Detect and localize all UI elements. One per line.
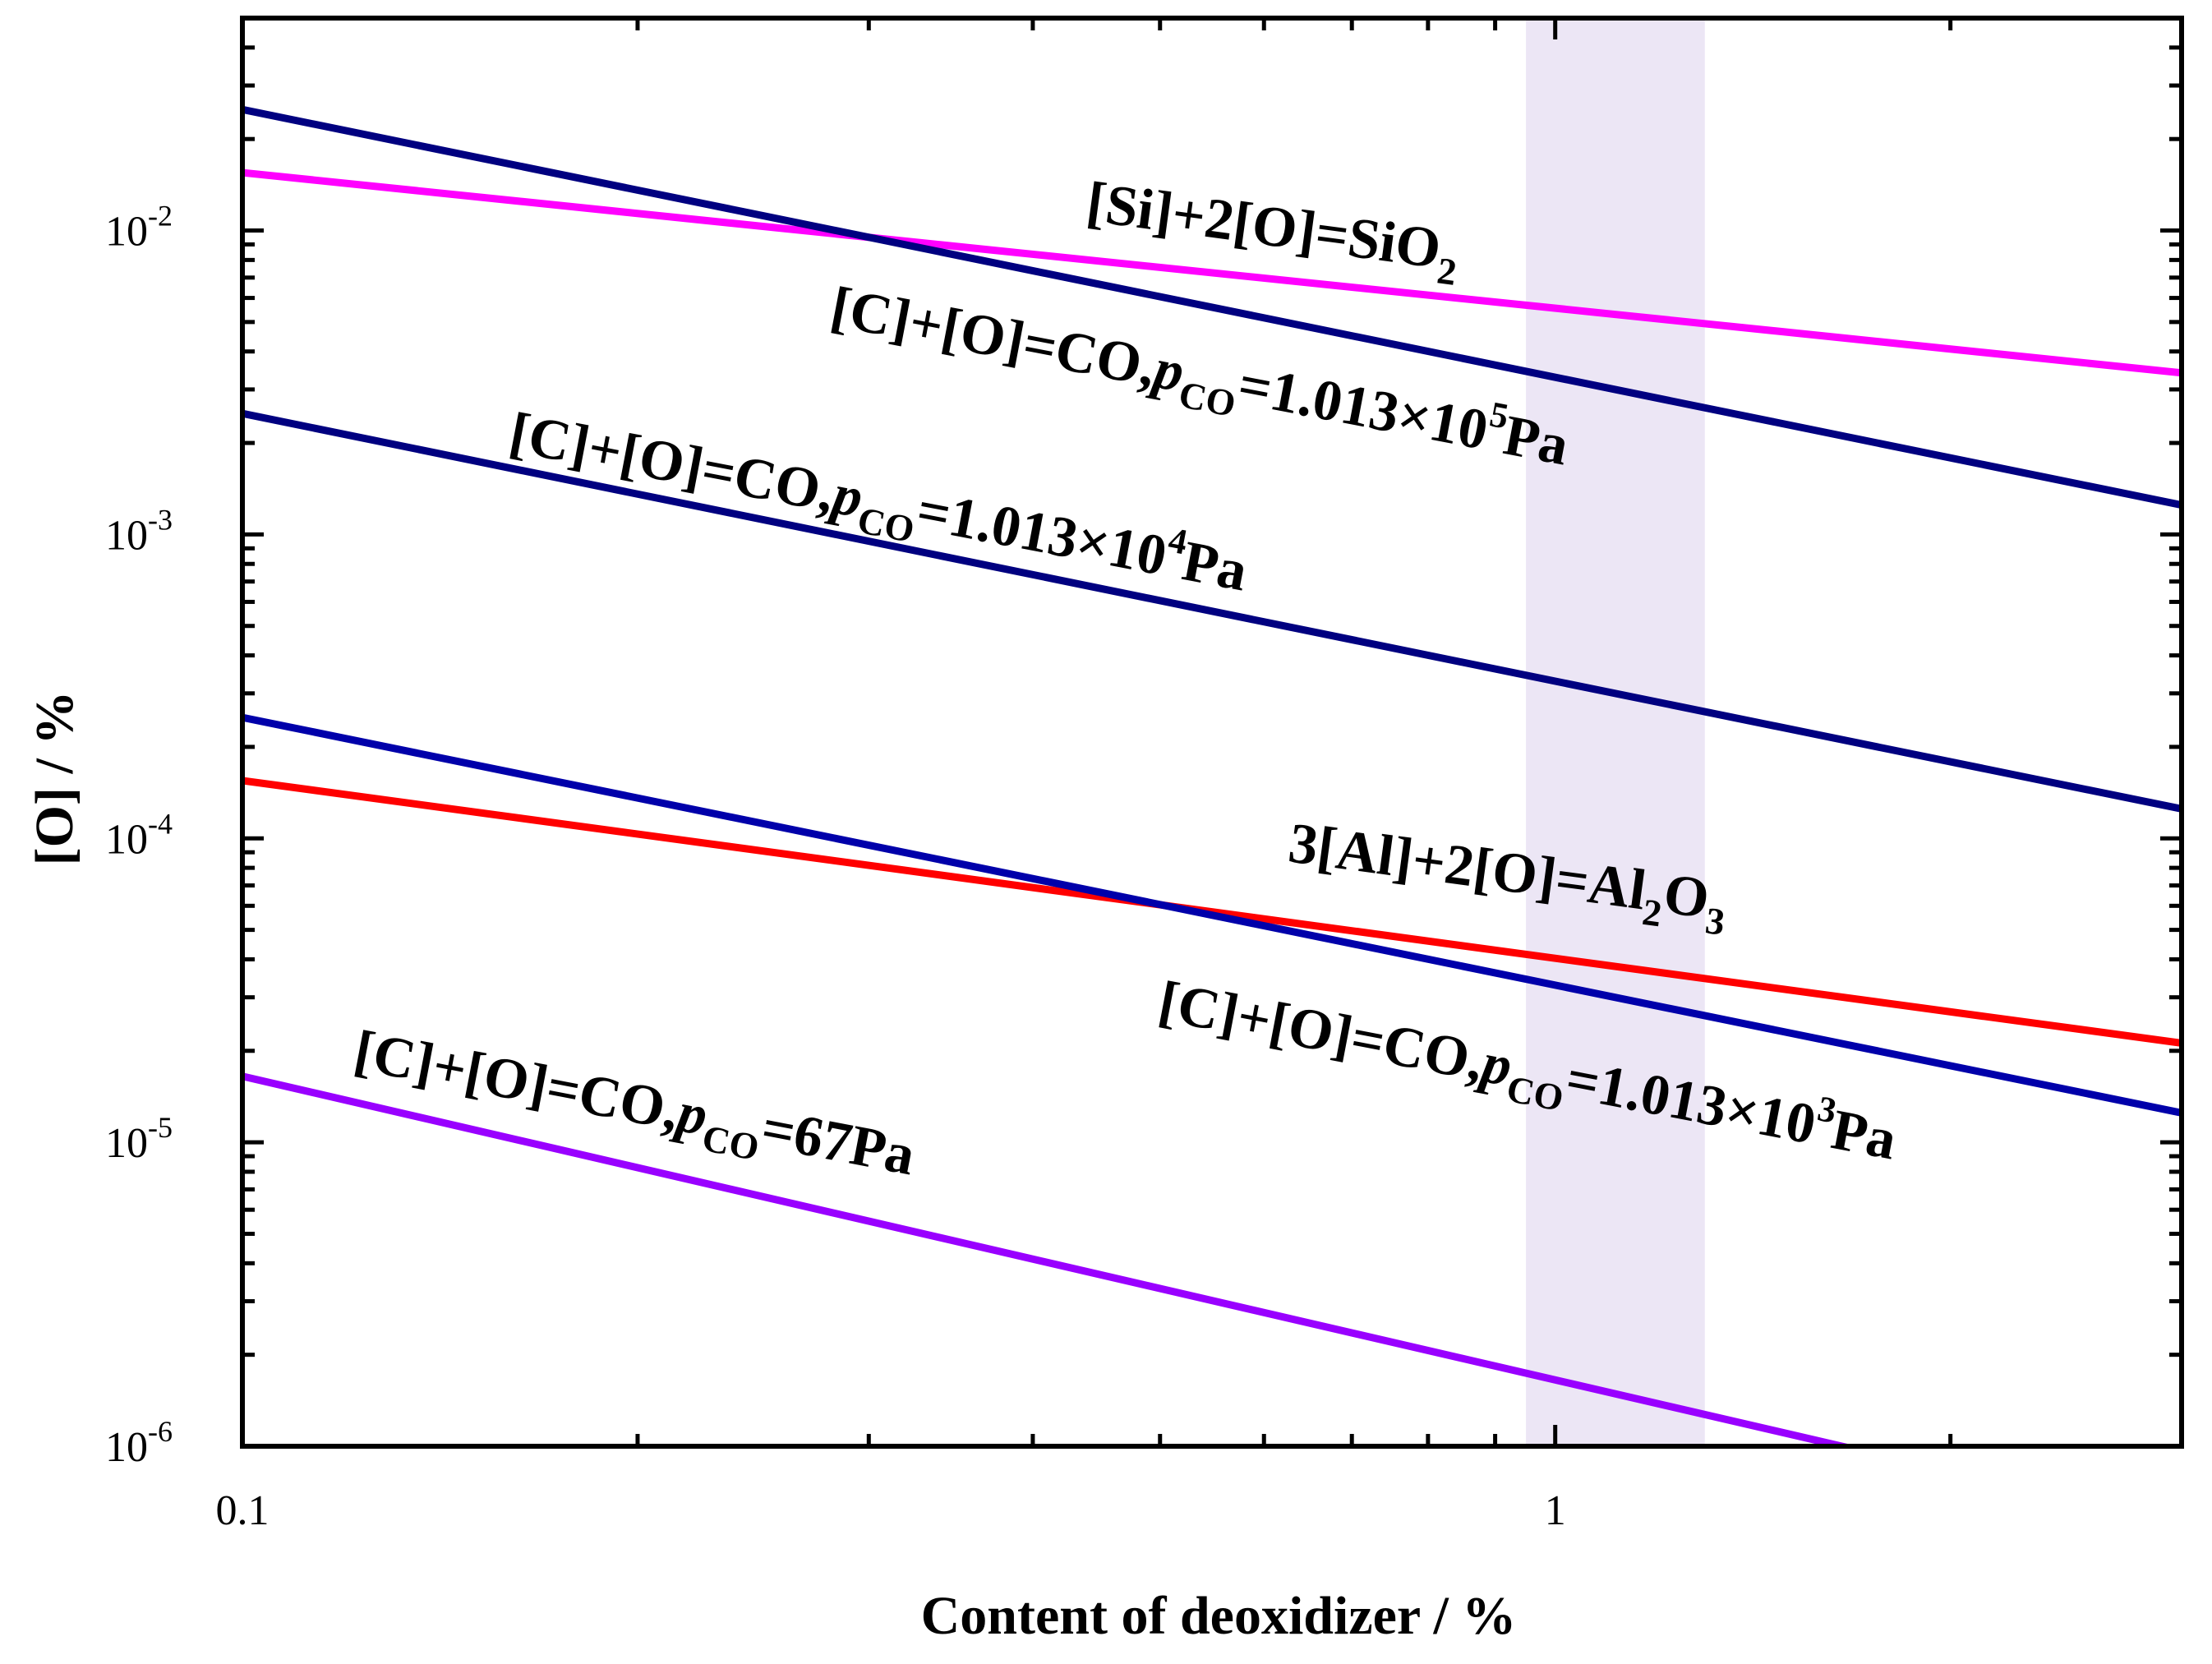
x-tick-label: 0.1 bbox=[216, 1487, 270, 1534]
shaded-region bbox=[1526, 18, 1705, 1446]
series-line-3 bbox=[242, 409, 2182, 813]
y-tick-label: 10-5 bbox=[105, 1111, 173, 1167]
y-tick-label: 10-4 bbox=[105, 807, 173, 863]
series-label-6: [C]+[O]=CO,pCO=67Pa bbox=[348, 1019, 920, 1197]
y-tick-label: 10-3 bbox=[105, 503, 173, 559]
y-tick-label: 10-2 bbox=[105, 200, 173, 256]
series-label-1: [Si]+2[O]=SiO2 bbox=[1081, 171, 1463, 293]
series-label-3: [C]+[O]=CO,pCO=1.013×104Pa bbox=[503, 394, 1254, 613]
series-line-2 bbox=[242, 105, 2182, 509]
x-tick-label: 1 bbox=[1545, 1487, 1566, 1534]
x-axis-title: Content of deoxidizer / % bbox=[921, 1586, 1517, 1646]
plot-frame bbox=[240, 16, 2184, 1449]
y-axis-title: [O] / % bbox=[25, 691, 85, 866]
y-tick-label: 10-6 bbox=[105, 1415, 173, 1471]
series-line-1 bbox=[242, 168, 2182, 377]
series-line-6 bbox=[242, 1072, 1849, 1446]
series-line-5 bbox=[242, 713, 2182, 1117]
